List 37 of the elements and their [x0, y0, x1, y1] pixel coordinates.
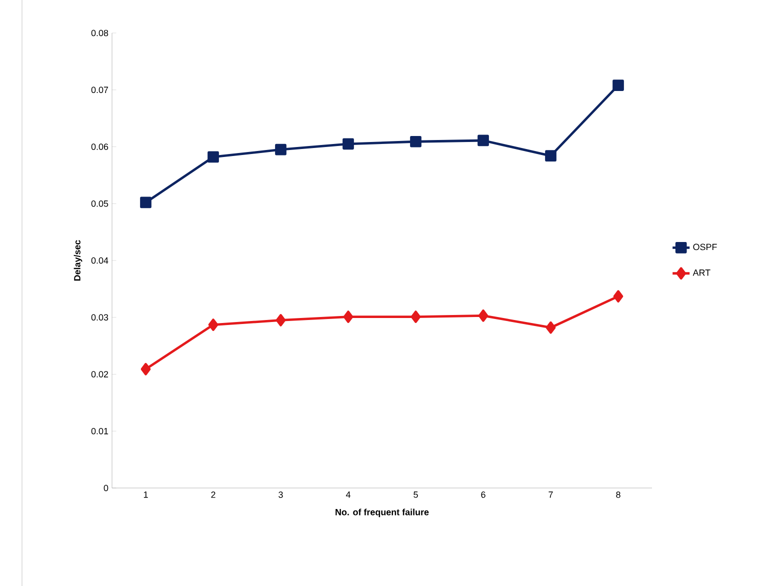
x-tick-label: 3 — [278, 492, 283, 498]
y-tick-label: 0.04 — [91, 257, 108, 264]
y-axis-title: Delay/sec — [74, 240, 82, 281]
x-tick-label: 6 — [481, 492, 486, 498]
legend-label: ART — [692, 270, 710, 276]
y-tick-label: 0 — [104, 484, 108, 492]
y-tick-label: 0.07 — [91, 86, 108, 94]
x-tick-label: 4 — [346, 492, 350, 498]
point — [545, 150, 556, 162]
x-tick-label: 5 — [414, 492, 418, 498]
y-tick-label: 0.02 — [91, 371, 108, 378]
point — [613, 290, 624, 303]
point — [343, 310, 354, 323]
x-tick-label: 7 — [548, 492, 553, 498]
legend-label: OSPF — [693, 244, 717, 250]
x-tick-label: 1 — [144, 492, 148, 498]
y-tick-label: 0.05 — [91, 200, 108, 207]
y-tick-label: 0.06 — [91, 144, 108, 150]
point — [410, 136, 422, 148]
point — [208, 318, 218, 331]
y-tick-label: 0.01 — [91, 428, 108, 434]
y-tick-label: 0.08 — [91, 30, 108, 36]
point — [208, 151, 219, 163]
point — [546, 321, 556, 334]
point — [478, 134, 489, 146]
point — [140, 362, 151, 376]
point — [612, 80, 624, 91]
x-tick-label: 8 — [616, 492, 620, 498]
point — [410, 310, 421, 323]
x-axis-title: No. of frequent failure — [336, 508, 429, 518]
point — [276, 314, 286, 326]
y-tick-label: 0.03 — [91, 314, 108, 321]
point — [275, 144, 286, 156]
point — [140, 196, 152, 208]
x-tick-label: 2 — [211, 492, 216, 498]
point — [342, 138, 354, 150]
point — [478, 309, 488, 322]
